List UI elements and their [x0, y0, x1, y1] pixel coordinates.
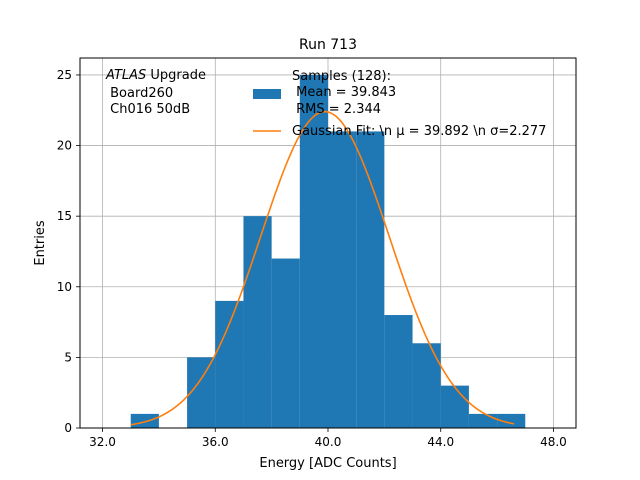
legend-fit-label: Gaussian Fit: \n μ = 39.892 \n σ=2.277	[292, 124, 546, 139]
annotation-channel: Ch016 50dB	[106, 102, 190, 117]
histogram-bar	[215, 300, 244, 428]
y-axis-ticks: 0 5 10 15 20 25	[57, 68, 80, 435]
gaussian-fit-curve	[130, 110, 515, 426]
legend-hist-line1: Samples (128):	[292, 69, 391, 84]
y-tick-label: 20	[57, 139, 72, 153]
annotation-board: Board260	[106, 86, 173, 101]
annotation-upgrade: Upgrade	[146, 68, 206, 83]
fit-curve-group	[130, 110, 515, 426]
y-tick-label: 25	[57, 68, 72, 82]
legend: Samples (128): Mean = 39.843 RMS = 2.344…	[253, 69, 546, 139]
histogram-bar	[468, 413, 498, 428]
histogram-bar	[187, 357, 216, 428]
histogram-bar	[412, 343, 441, 428]
x-tick-label: 32.0	[89, 435, 116, 449]
y-tick-label: 10	[57, 280, 72, 294]
histogram-bar	[356, 131, 385, 428]
x-tick-label: 40.0	[315, 435, 342, 449]
y-tick-label: 5	[64, 350, 72, 364]
y-axis-label: Entries	[33, 220, 48, 266]
x-tick-label: 44.0	[427, 435, 454, 449]
legend-hist-line3: RMS = 2.344	[292, 102, 381, 117]
x-axis-ticks: 32.0 36.0 40.0 44.0 48.0	[89, 428, 567, 449]
histogram-bar	[328, 131, 357, 428]
annotation-atlas: ATLAS	[105, 68, 146, 83]
annotation: ATLAS Upgrade Board260 Ch016 50dB	[105, 68, 206, 117]
y-tick-label: 0	[64, 421, 72, 435]
histogram-bar	[130, 413, 159, 428]
histogram-bar	[243, 216, 272, 428]
legend-hist-line2: Mean = 39.843	[292, 85, 396, 100]
histogram-bar	[440, 385, 469, 428]
legend-hist-patch	[253, 89, 281, 99]
chart-title: Run 713	[299, 37, 357, 53]
histogram-bar	[497, 413, 526, 428]
svg-text:ATLAS Upgrade: ATLAS Upgrade	[105, 68, 206, 83]
x-tick-label: 48.0	[540, 435, 567, 449]
histogram-bar	[299, 74, 328, 428]
x-tick-label: 36.0	[202, 435, 229, 449]
histogram-bar	[271, 258, 300, 428]
histogram-bar	[384, 315, 413, 428]
y-tick-label: 15	[57, 209, 72, 223]
x-axis-label: Energy [ADC Counts]	[259, 456, 396, 471]
